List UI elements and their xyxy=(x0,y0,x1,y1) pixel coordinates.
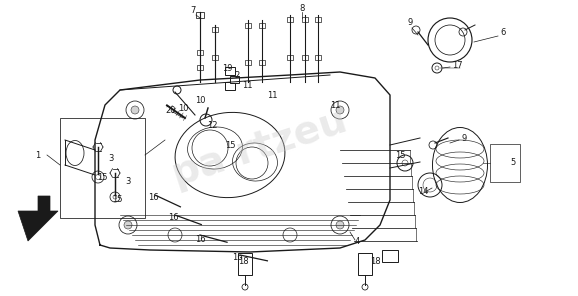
Bar xyxy=(212,27,218,32)
Bar xyxy=(287,17,293,22)
Text: 10: 10 xyxy=(195,96,206,104)
Text: 6: 6 xyxy=(500,28,505,36)
Text: 11: 11 xyxy=(330,101,340,110)
Text: 20: 20 xyxy=(165,105,176,115)
Text: 15: 15 xyxy=(225,141,235,149)
Bar xyxy=(245,23,251,28)
Text: 16: 16 xyxy=(232,253,243,263)
Text: 19: 19 xyxy=(222,64,232,73)
Bar xyxy=(197,65,203,70)
Bar xyxy=(230,76,239,83)
Text: 16: 16 xyxy=(168,213,179,223)
Bar xyxy=(490,144,520,182)
Text: 1: 1 xyxy=(35,150,40,160)
Bar xyxy=(358,253,372,275)
Text: 15: 15 xyxy=(395,150,406,160)
Circle shape xyxy=(131,106,139,114)
Circle shape xyxy=(124,221,132,229)
Bar xyxy=(302,55,308,60)
Text: 3: 3 xyxy=(125,178,131,186)
Text: 17: 17 xyxy=(452,60,462,70)
Text: 10: 10 xyxy=(178,104,188,112)
Bar xyxy=(212,55,218,60)
Circle shape xyxy=(336,221,344,229)
Text: 4: 4 xyxy=(355,237,360,247)
Text: 2: 2 xyxy=(234,70,240,80)
Bar xyxy=(60,118,145,218)
Bar xyxy=(225,82,235,90)
Text: 14: 14 xyxy=(418,187,428,197)
Bar xyxy=(197,50,203,55)
Bar xyxy=(302,17,308,22)
Text: 18: 18 xyxy=(370,258,381,266)
Polygon shape xyxy=(18,196,58,241)
Bar xyxy=(196,12,204,18)
Bar xyxy=(287,55,293,60)
Bar xyxy=(382,250,398,262)
Bar xyxy=(315,55,321,60)
Text: 11: 11 xyxy=(242,81,253,89)
Bar xyxy=(245,60,251,65)
Text: 15: 15 xyxy=(97,173,108,183)
Text: 16: 16 xyxy=(195,236,206,244)
Text: 18: 18 xyxy=(238,258,249,266)
Bar xyxy=(238,253,252,275)
Text: 8: 8 xyxy=(299,4,305,12)
Text: 3: 3 xyxy=(108,154,113,163)
Bar xyxy=(225,67,235,75)
Bar xyxy=(315,17,321,22)
Bar xyxy=(259,23,265,28)
Text: 12: 12 xyxy=(207,120,217,130)
Bar xyxy=(259,60,265,65)
Text: 5: 5 xyxy=(510,157,515,166)
Text: pa rtzeu: pa rtzeu xyxy=(168,102,353,194)
Text: 16: 16 xyxy=(148,194,158,202)
Text: 9: 9 xyxy=(408,17,413,27)
Text: 15: 15 xyxy=(112,195,123,205)
Circle shape xyxy=(336,106,344,114)
Text: 9: 9 xyxy=(462,133,467,142)
Text: 11: 11 xyxy=(267,91,277,99)
Text: 7: 7 xyxy=(190,6,196,15)
